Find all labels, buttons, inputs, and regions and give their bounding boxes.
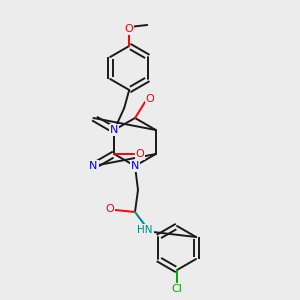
Text: O: O [146,94,154,104]
Text: O: O [125,24,134,34]
Text: N: N [131,161,139,171]
Text: N: N [89,161,98,171]
Text: O: O [136,149,145,159]
Text: N: N [110,125,118,135]
Text: HN: HN [137,225,153,235]
Text: O: O [136,149,145,159]
Text: O: O [106,204,114,214]
Text: O: O [146,94,154,104]
Text: Cl: Cl [172,284,182,294]
